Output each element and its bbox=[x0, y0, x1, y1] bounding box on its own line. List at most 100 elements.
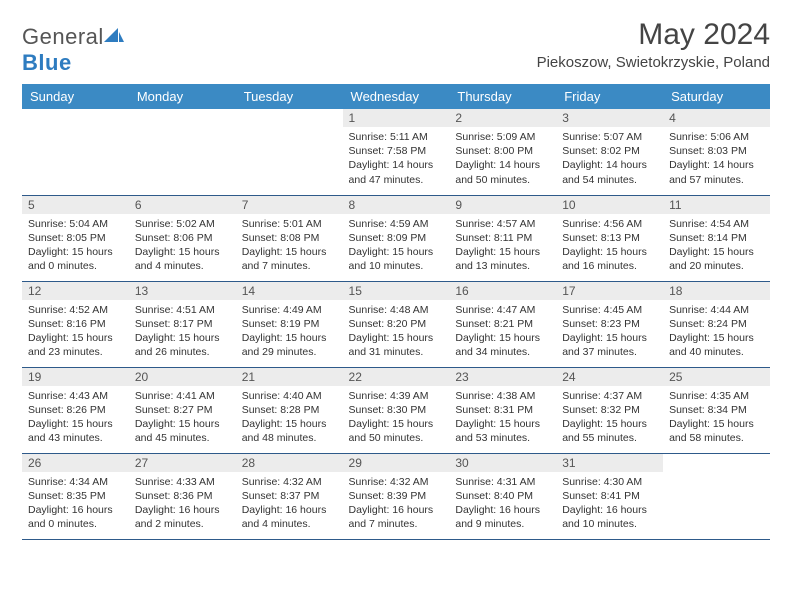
detail-line: and 58 minutes. bbox=[669, 431, 764, 445]
calendar-cell: 5Sunrise: 5:04 AMSunset: 8:05 PMDaylight… bbox=[22, 195, 129, 281]
detail-line: Sunset: 8:05 PM bbox=[28, 231, 123, 245]
calendar-row: 19Sunrise: 4:43 AMSunset: 8:26 PMDayligh… bbox=[22, 367, 770, 453]
day-details: Sunrise: 5:07 AMSunset: 8:02 PMDaylight:… bbox=[562, 130, 657, 187]
detail-line: Sunset: 8:16 PM bbox=[28, 317, 123, 331]
day-details: Sunrise: 5:01 AMSunset: 8:08 PMDaylight:… bbox=[242, 217, 337, 274]
detail-line: Sunset: 8:30 PM bbox=[349, 403, 444, 417]
detail-line: Sunset: 8:40 PM bbox=[455, 489, 550, 503]
detail-line: Sunrise: 4:33 AM bbox=[135, 475, 230, 489]
calendar-cell: 13Sunrise: 4:51 AMSunset: 8:17 PMDayligh… bbox=[129, 281, 236, 367]
detail-line: Daylight: 14 hours bbox=[669, 158, 764, 172]
day-number: 30 bbox=[449, 454, 556, 472]
day-details: Sunrise: 4:49 AMSunset: 8:19 PMDaylight:… bbox=[242, 303, 337, 360]
day-number: 15 bbox=[343, 282, 450, 300]
detail-line: and 29 minutes. bbox=[242, 345, 337, 359]
day-number: 26 bbox=[22, 454, 129, 472]
detail-line: and 47 minutes. bbox=[349, 173, 444, 187]
detail-line: Daylight: 15 hours bbox=[669, 417, 764, 431]
detail-line: and 0 minutes. bbox=[28, 259, 123, 273]
day-number: 22 bbox=[343, 368, 450, 386]
day-details: Sunrise: 4:37 AMSunset: 8:32 PMDaylight:… bbox=[562, 389, 657, 446]
day-number: 29 bbox=[343, 454, 450, 472]
day-details: Sunrise: 4:54 AMSunset: 8:14 PMDaylight:… bbox=[669, 217, 764, 274]
detail-line: Daylight: 15 hours bbox=[669, 245, 764, 259]
detail-line: Sunrise: 5:07 AM bbox=[562, 130, 657, 144]
detail-line: Daylight: 15 hours bbox=[349, 331, 444, 345]
calendar-cell: 10 Sunrise: 4:56 AMSunset: 8:13 PMDayligh… bbox=[556, 195, 663, 281]
day-details: Sunrise: 4:32 AMSunset: 8:39 PMDaylight:… bbox=[349, 475, 444, 532]
day-number: 25 bbox=[663, 368, 770, 386]
detail-line: Daylight: 14 hours bbox=[349, 158, 444, 172]
detail-line: Sunrise: 4:57 AM bbox=[455, 217, 550, 231]
day-details: Sunrise: 4:34 AMSunset: 8:35 PMDaylight:… bbox=[28, 475, 123, 532]
detail-line: and 31 minutes. bbox=[349, 345, 444, 359]
calendar-cell: 4Sunrise: 5:06 AMSunset: 8:03 PMDaylight… bbox=[663, 109, 770, 195]
detail-line: Sunrise: 4:35 AM bbox=[669, 389, 764, 403]
title-block: May 2024 Piekoszow, Swietokrzyskie, Pola… bbox=[537, 18, 770, 71]
detail-line: Sunrise: 4:32 AM bbox=[349, 475, 444, 489]
detail-line: Sunset: 8:20 PM bbox=[349, 317, 444, 331]
day-number: 19 bbox=[22, 368, 129, 386]
location-text: Piekoszow, Swietokrzyskie, Poland bbox=[537, 54, 770, 71]
detail-line: and 10 minutes. bbox=[562, 517, 657, 531]
day-details: Sunrise: 4:44 AMSunset: 8:24 PMDaylight:… bbox=[669, 303, 764, 360]
calendar-head: SundayMondayTuesdayWednesdayThursdayFrid… bbox=[22, 84, 770, 109]
detail-line: Daylight: 15 hours bbox=[455, 245, 550, 259]
calendar-cell: 11Sunrise: 4:54 AMSunset: 8:14 PMDayligh… bbox=[663, 195, 770, 281]
calendar-cell: 25Sunrise: 4:35 AMSunset: 8:34 PMDayligh… bbox=[663, 367, 770, 453]
detail-line: and 50 minutes. bbox=[349, 431, 444, 445]
day-details: Sunrise: 4:56 AMSunset: 8:13 PMDaylight:… bbox=[562, 217, 657, 274]
calendar-cell: 17Sunrise: 4:45 AMSunset: 8:23 PMDayligh… bbox=[556, 281, 663, 367]
detail-line: Sunrise: 4:51 AM bbox=[135, 303, 230, 317]
detail-line: and 7 minutes. bbox=[242, 259, 337, 273]
day-header: Sunday bbox=[22, 84, 129, 109]
detail-line: Sunrise: 4:32 AM bbox=[242, 475, 337, 489]
detail-line: Sunset: 8:03 PM bbox=[669, 144, 764, 158]
detail-line: and 9 minutes. bbox=[455, 517, 550, 531]
detail-line: Daylight: 16 hours bbox=[242, 503, 337, 517]
detail-line: and 40 minutes. bbox=[669, 345, 764, 359]
day-header: Tuesday bbox=[236, 84, 343, 109]
detail-line: and 57 minutes. bbox=[669, 173, 764, 187]
calendar-cell: 23Sunrise: 4:38 AMSunset: 8:31 PMDayligh… bbox=[449, 367, 556, 453]
detail-line: Sunrise: 4:59 AM bbox=[349, 217, 444, 231]
day-number: 27 bbox=[129, 454, 236, 472]
detail-line: and 0 minutes. bbox=[28, 517, 123, 531]
day-number: 20 bbox=[129, 368, 236, 386]
day-details: Sunrise: 5:09 AMSunset: 8:00 PMDaylight:… bbox=[455, 130, 550, 187]
logo-text: General Blue bbox=[22, 24, 124, 76]
detail-line: Sunset: 8:11 PM bbox=[455, 231, 550, 245]
detail-line: Daylight: 15 hours bbox=[349, 245, 444, 259]
day-details: Sunrise: 5:06 AMSunset: 8:03 PMDaylight:… bbox=[669, 130, 764, 187]
detail-line: Sunrise: 4:48 AM bbox=[349, 303, 444, 317]
detail-line: Daylight: 16 hours bbox=[562, 503, 657, 517]
calendar-cell bbox=[236, 109, 343, 195]
detail-line: Sunset: 8:08 PM bbox=[242, 231, 337, 245]
detail-line: Daylight: 15 hours bbox=[455, 417, 550, 431]
detail-line: Sunset: 8:31 PM bbox=[455, 403, 550, 417]
detail-line: Sunrise: 4:31 AM bbox=[455, 475, 550, 489]
day-number: 10 bbox=[556, 196, 663, 214]
detail-line: and 50 minutes. bbox=[455, 173, 550, 187]
day-details: Sunrise: 4:52 AMSunset: 8:16 PMDaylight:… bbox=[28, 303, 123, 360]
detail-line: and 34 minutes. bbox=[455, 345, 550, 359]
detail-line: Daylight: 15 hours bbox=[562, 417, 657, 431]
day-number: 6 bbox=[129, 196, 236, 214]
detail-line: Sunrise: 4:47 AM bbox=[455, 303, 550, 317]
calendar-cell: 1Sunrise: 5:11 AMSunset: 7:58 PMDaylight… bbox=[343, 109, 450, 195]
day-number: 5 bbox=[22, 196, 129, 214]
detail-line: Daylight: 15 hours bbox=[562, 245, 657, 259]
day-details: Sunrise: 4:51 AMSunset: 8:17 PMDaylight:… bbox=[135, 303, 230, 360]
detail-line: Sunset: 8:35 PM bbox=[28, 489, 123, 503]
detail-line: Sunset: 8:24 PM bbox=[669, 317, 764, 331]
detail-line: Sunrise: 4:49 AM bbox=[242, 303, 337, 317]
detail-line: and 53 minutes. bbox=[455, 431, 550, 445]
detail-line: Sunset: 8:26 PM bbox=[28, 403, 123, 417]
detail-line: and 4 minutes. bbox=[242, 517, 337, 531]
detail-line: Daylight: 15 hours bbox=[242, 331, 337, 345]
detail-line: Sunrise: 4:52 AM bbox=[28, 303, 123, 317]
detail-line: and 23 minutes. bbox=[28, 345, 123, 359]
calendar-cell: 8Sunrise: 4:59 AMSunset: 8:09 PMDaylight… bbox=[343, 195, 450, 281]
calendar-cell: 26 Sunrise: 4:34 AMSunset: 8:35 PMDayligh… bbox=[22, 453, 129, 539]
day-number: 28 bbox=[236, 454, 343, 472]
